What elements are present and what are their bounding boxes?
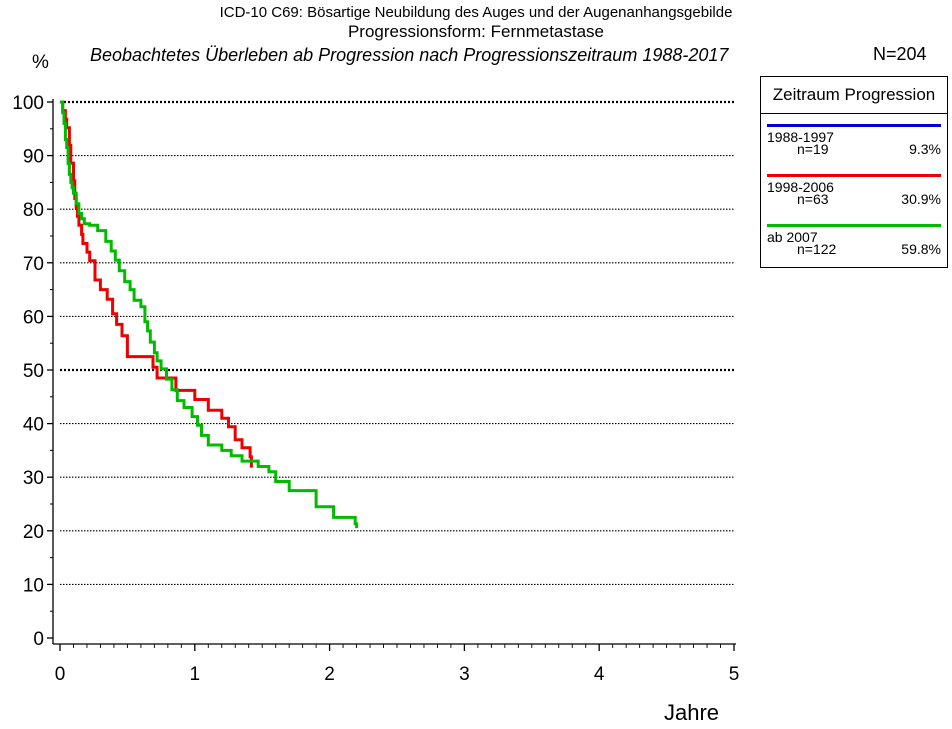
legend-item-percent: 30.9%: [901, 191, 941, 207]
legend-item-count: n=63: [797, 191, 829, 207]
legend-item-label: 1998-2006: [767, 179, 834, 195]
legend-item-label: ab 2007: [767, 229, 818, 245]
legend-item-1988-1997: 1988-1997 n=19 9.3%: [761, 124, 947, 174]
y-tick-label: 50: [23, 361, 44, 382]
y-tick-label: 60: [23, 307, 44, 328]
legend-swatch: [767, 174, 941, 177]
y-tick-label: 0: [33, 629, 44, 650]
chart-caption: Beobachtetes Überleben ab Progression na…: [90, 45, 729, 65]
legend-item-ab-2007: ab 2007 n=122 59.8%: [761, 224, 947, 274]
axes: 0 10 20 30 40 50 60 70 80 90 100 0 1 2 3 4 5: [12, 93, 739, 685]
y-tick-label: 20: [23, 522, 44, 543]
y-tick-label: 100: [12, 93, 44, 114]
legend-item-count: n=122: [797, 241, 837, 257]
chart-subtitle: Progressionsform: Fernmetastase: [347, 22, 605, 41]
total-count: N=204: [873, 44, 927, 64]
legend-item-1998-2006: 1998-2006 n=63 30.9%: [761, 174, 947, 224]
survival-curve-ab-2007: [60, 100, 359, 529]
y-axis-label: %: [32, 52, 49, 73]
legend-item-percent: 9.3%: [909, 141, 941, 157]
series-group: [60, 100, 359, 529]
x-tick-label: 4: [594, 664, 605, 685]
y-tick-label: 40: [23, 415, 44, 436]
survival-curve-1998-2006: [60, 100, 253, 468]
legend: Zeitraum Progression 1988-1997 n=19 9.3%…: [760, 76, 948, 268]
grid-lines: [60, 100, 734, 585]
x-tick-label: 1: [190, 664, 201, 685]
chart-title: ICD-10 C69: Bösartige Neubildung des Aug…: [219, 4, 733, 21]
legend-title: Zeitraum Progression: [761, 77, 947, 114]
legend-swatch: [767, 224, 941, 227]
y-tick-label: 30: [23, 468, 44, 489]
y-tick-label: 80: [23, 200, 44, 221]
y-tick-label: 70: [23, 254, 44, 275]
legend-item-count: n=19: [797, 141, 829, 157]
legend-item-percent: 59.8%: [901, 241, 941, 257]
legend-swatch: [767, 124, 941, 127]
x-tick-label: 2: [324, 664, 335, 685]
y-tick-label: 10: [23, 575, 44, 596]
x-tick-label: 5: [729, 664, 740, 685]
x-axis-label: Jahre: [664, 700, 720, 725]
legend-item-label: 1988-1997: [767, 129, 834, 145]
y-tick-label: 90: [23, 147, 44, 168]
x-tick-label: 0: [55, 664, 66, 685]
x-tick-label: 3: [459, 664, 470, 685]
